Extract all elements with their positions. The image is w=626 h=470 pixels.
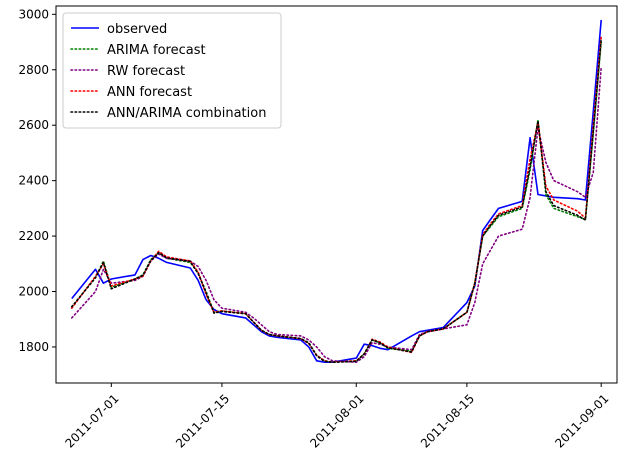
y-tick-label: 2800	[18, 63, 49, 77]
x-tick-label: 2011-07-15	[173, 391, 232, 450]
series-lines	[71, 19, 603, 364]
y-tick-label: 2400	[18, 174, 49, 188]
y-tick-label: 2000	[18, 285, 49, 299]
y-axis-ticks: 1800 2000 2200 2400 2600 2800 3000	[18, 7, 56, 354]
y-tick-label: 1800	[18, 340, 49, 354]
x-axis-ticks: 2011-07-01 2011-07-15 2011-08-01 2011-08-15…	[62, 383, 612, 451]
legend-label: ANN/ARIMA combination	[107, 106, 266, 121]
legend-label: RW forecast	[107, 64, 185, 79]
x-tick-label: 2011-08-15	[418, 391, 477, 450]
y-tick-label: 2200	[18, 229, 49, 243]
plot-area	[55, 5, 618, 384]
x-tick-label: 2011-07-01	[62, 391, 121, 450]
series-line-ann-arima-combination	[71, 38, 603, 364]
legend-label: observed	[107, 22, 167, 37]
legend-box	[62, 12, 282, 129]
y-tick-label: 2600	[18, 118, 49, 132]
legend-label: ARIMA forecast	[107, 43, 206, 58]
y-tick-label: 3000	[18, 7, 49, 21]
legend: observed ARIMA forecast RW forecast ANN for…	[62, 12, 282, 129]
x-tick-label: 2011-08-01	[307, 391, 366, 450]
legend-label: ANN forecast	[107, 85, 192, 100]
x-tick-label: 2011-09-01	[552, 391, 611, 450]
series-line-observed	[71, 19, 602, 364]
